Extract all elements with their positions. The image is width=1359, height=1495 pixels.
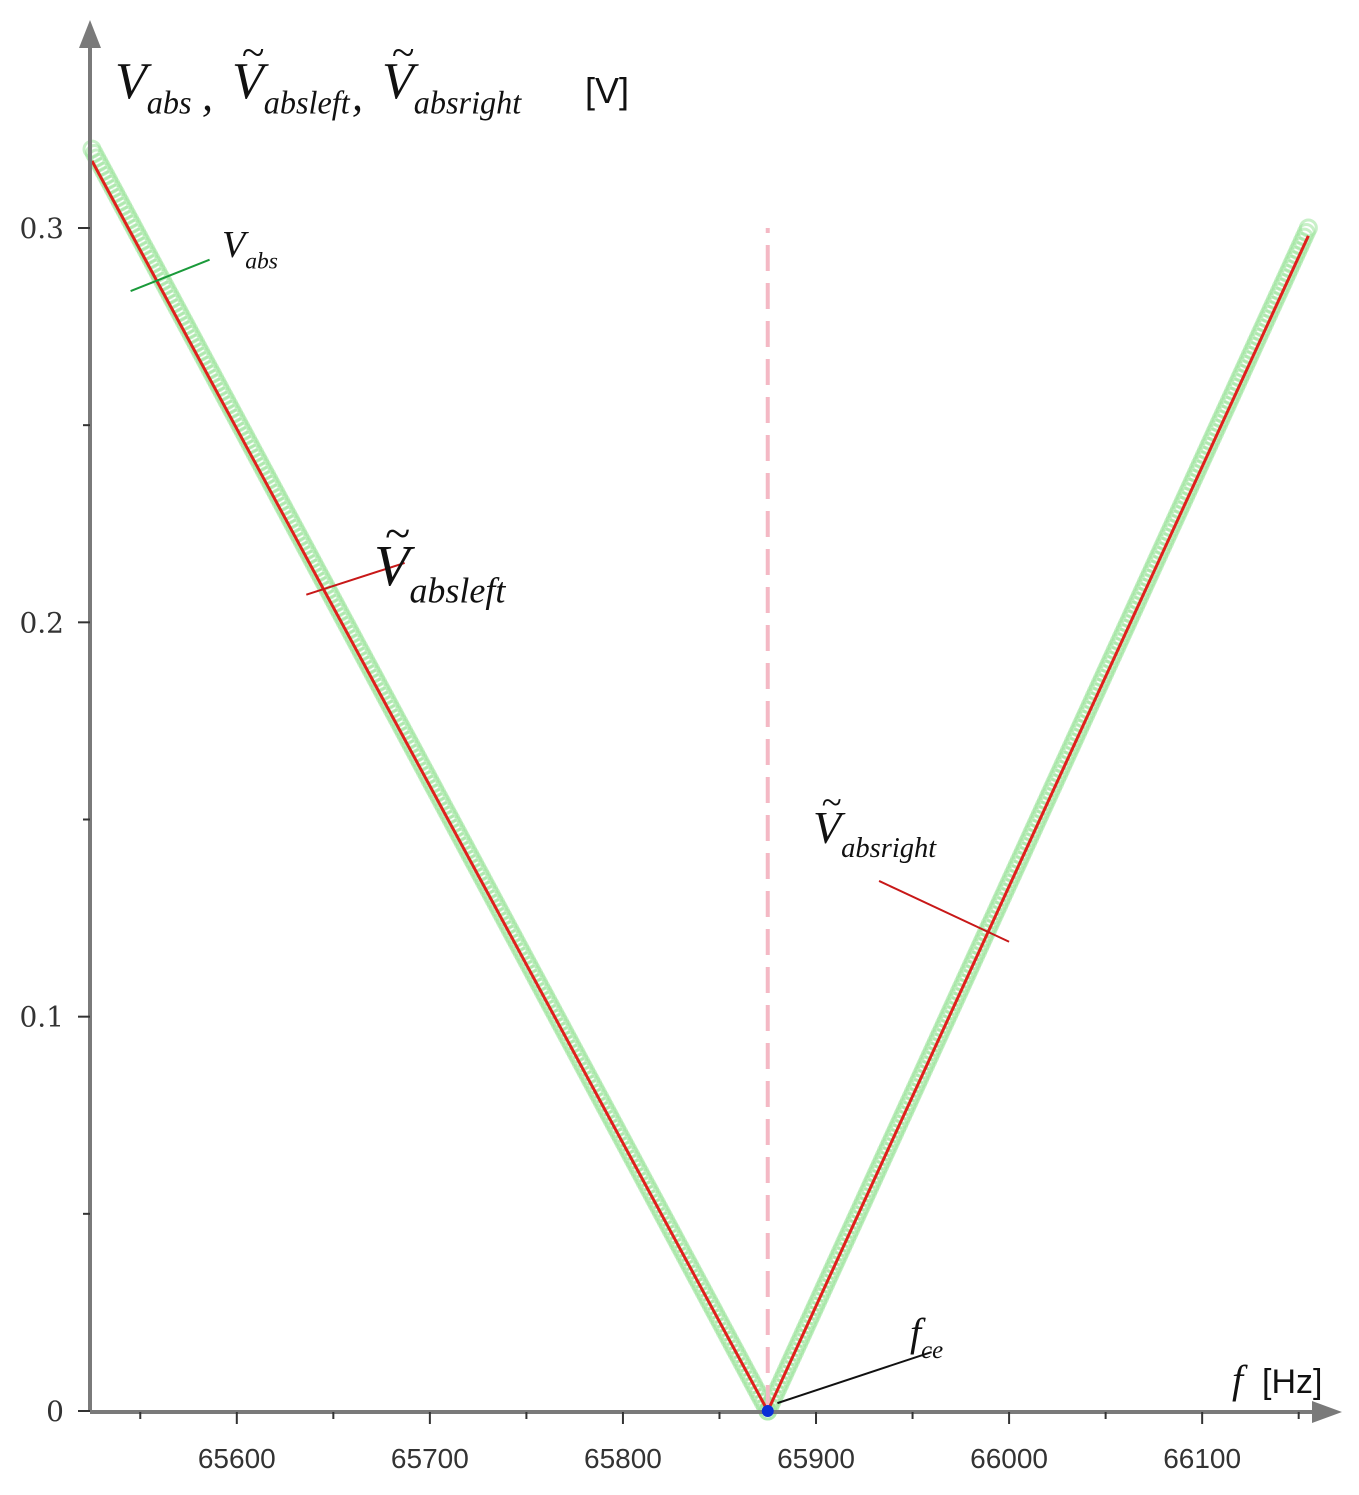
math-base: V	[374, 533, 416, 598]
f-ce-label: fce	[910, 1310, 943, 1364]
math-base: V	[382, 53, 419, 110]
v-absright-line	[766, 235, 1310, 1412]
v-absleft-leader	[306, 561, 405, 596]
y-tick-label: 0.1	[19, 1001, 64, 1034]
y-axis-unit: [V]	[585, 70, 629, 111]
v-abs-label: Vabs	[222, 224, 278, 274]
x-tick-label: 65900	[777, 1443, 855, 1474]
x-tick-label: 65800	[584, 1443, 662, 1474]
math-subscript: absleft	[409, 570, 506, 610]
x-tick-label: 65600	[198, 1443, 276, 1474]
math-base: V	[115, 53, 152, 110]
math-subscript: abs	[147, 85, 192, 121]
center-frequency-point	[761, 1405, 774, 1417]
x-axis-arrow	[1312, 1401, 1342, 1423]
x-axis-label: f [Hz]	[1232, 1357, 1322, 1402]
v-absright-label: ~ Vabsright	[813, 781, 937, 863]
x-axis-symbol: f	[1232, 1357, 1248, 1402]
v-absleft-line	[90, 160, 770, 1412]
y-tick-label: 0.3	[19, 212, 64, 245]
axes	[79, 20, 1342, 1423]
v-absleft-label: ~Vabsleft	[374, 509, 506, 610]
y-axis-term: ~ Vabsright	[382, 29, 522, 121]
tilde-accent: ~	[391, 29, 414, 75]
y-axis-label: Vabs ,~ Vabsleft ,~ Vabsright [V]	[115, 29, 629, 121]
ticks: 65600 65700 65800 65900 66000 66100 0 0.1 0.2 0.3	[19, 212, 1300, 1474]
tilde-accent: ~	[241, 29, 264, 75]
math-subscript: abs	[245, 248, 278, 274]
y-axis-arrow	[79, 20, 101, 48]
math-subscript: absright	[414, 85, 523, 121]
v-absright-leader	[878, 880, 1010, 943]
x-axis-unit: [Hz]	[1262, 1363, 1322, 1401]
v-abs-leader	[130, 258, 210, 293]
math-base: V	[813, 802, 846, 853]
math-subscript: ce	[921, 1337, 943, 1364]
x-tick-label: 66100	[1163, 1443, 1241, 1474]
x-tick-label: 65700	[391, 1443, 469, 1474]
y-tick-label: 0	[46, 1395, 64, 1428]
x-tick-label: 66000	[970, 1443, 1048, 1474]
v-abs-marker-series	[82, 139, 1318, 1421]
y-tick-label: 0.2	[19, 606, 64, 639]
y-axis-separator: ,	[352, 71, 363, 120]
tilde-accent: ~	[821, 781, 841, 822]
math-subscript: absright	[841, 833, 937, 864]
math-base: V	[232, 53, 269, 110]
f-ce-leader	[777, 1351, 932, 1405]
math-subscript: absleft	[264, 85, 351, 121]
y-axis-separator: ,	[202, 71, 213, 120]
tilde-accent: ~	[384, 509, 409, 560]
y-axis-term: ~ Vabsleft	[232, 29, 351, 121]
fitted-lines	[90, 160, 1310, 1412]
y-axis-term: Vabs	[115, 53, 192, 121]
math-base: V	[222, 224, 249, 266]
